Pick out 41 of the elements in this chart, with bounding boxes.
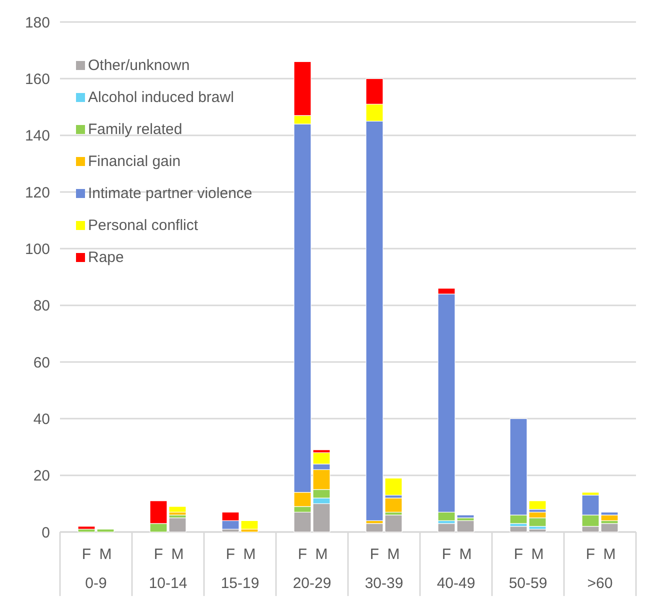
legend-label: Financial gain bbox=[88, 153, 181, 170]
text: 50-59 bbox=[508, 575, 548, 592]
text: 15-19 bbox=[220, 575, 260, 592]
text: 40-49 bbox=[436, 575, 476, 592]
x-tick-label: M bbox=[603, 546, 616, 563]
y-tick-label: 140 bbox=[24, 128, 50, 145]
text: 10-14 bbox=[148, 575, 188, 592]
x-tick-label: F bbox=[370, 546, 380, 563]
x-tick-label: F bbox=[442, 546, 452, 563]
legend-label: Other/unknown bbox=[88, 57, 190, 74]
legend-label: Personal conflict bbox=[88, 217, 199, 234]
x-tick-label: F bbox=[514, 546, 524, 563]
x-tick-label: M bbox=[459, 546, 472, 563]
y-tick-label: 60 bbox=[33, 354, 50, 372]
legend-label: Family related bbox=[88, 121, 182, 138]
legend-label: Intimate partner violence bbox=[88, 185, 252, 202]
x-tick-label: M bbox=[243, 546, 256, 563]
x-tick-label: M bbox=[387, 546, 400, 563]
legend-label: Rape bbox=[88, 249, 124, 266]
y-tick-label: 100 bbox=[24, 240, 50, 258]
x-tick-label: F bbox=[226, 546, 236, 563]
text: 30-39 bbox=[364, 575, 404, 592]
y-tick-label: 20 bbox=[33, 468, 50, 485]
text: 20-29 bbox=[292, 575, 332, 592]
x-tick-label: F bbox=[586, 546, 596, 563]
y-tick-label: 0 bbox=[42, 524, 50, 542]
x-tick-label: M bbox=[315, 546, 328, 563]
x-tick-label: M bbox=[99, 546, 112, 563]
x-tick-label: F bbox=[82, 546, 92, 563]
y-tick-label: 160 bbox=[24, 70, 50, 88]
y-tick-label: 80 bbox=[33, 298, 50, 315]
text: 0-9 bbox=[85, 575, 107, 592]
text: >60 bbox=[587, 575, 613, 592]
x-tick-label: F bbox=[154, 546, 164, 563]
x-tick-label: M bbox=[171, 546, 184, 563]
x-tick-label: F bbox=[298, 546, 308, 563]
y-tick-label: 40 bbox=[33, 410, 50, 428]
legend-label: Alcohol induced brawl bbox=[88, 89, 234, 106]
y-tick-label: 180 bbox=[24, 14, 50, 32]
x-tick-label: M bbox=[531, 546, 544, 563]
y-tick-label: 120 bbox=[24, 184, 50, 202]
